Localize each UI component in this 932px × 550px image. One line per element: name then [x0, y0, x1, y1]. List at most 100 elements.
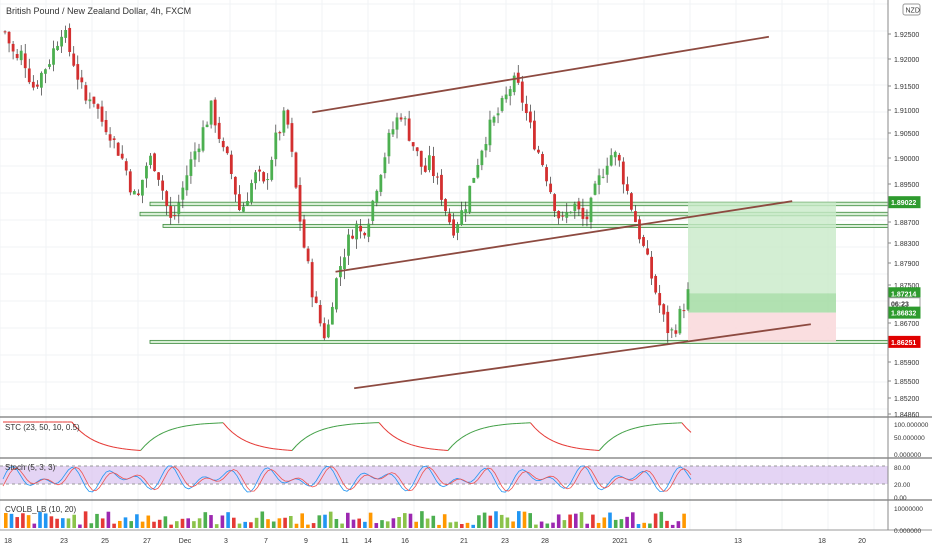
candle [242, 206, 245, 212]
volume-bar [78, 524, 82, 528]
volume-bar [49, 516, 54, 528]
time-tick-label: 14 [364, 538, 372, 545]
volume-bar [551, 522, 555, 528]
volume-bar [619, 519, 624, 528]
trend-channel[interactable] [312, 35, 811, 390]
candle [39, 72, 43, 88]
candle [116, 142, 120, 156]
candle [80, 77, 84, 83]
volume-bar [351, 519, 356, 528]
candle [666, 311, 670, 334]
candle [310, 262, 314, 298]
candle [64, 29, 68, 38]
stc-line [383, 427, 389, 433]
candle [423, 165, 427, 172]
volume-bar [55, 518, 59, 528]
stc-line [273, 448, 279, 450]
volume-bar [283, 517, 287, 528]
stc-line [310, 432, 316, 436]
candle [355, 223, 359, 240]
candle [597, 175, 601, 185]
candle [650, 256, 654, 279]
stc-line [296, 440, 302, 446]
stc-line [557, 442, 563, 446]
candle [306, 248, 310, 262]
stc-line [493, 424, 499, 427]
candle [250, 183, 253, 203]
candle [399, 117, 403, 120]
candle [3, 31, 7, 33]
volume-bar [425, 518, 430, 528]
volume-bar [346, 512, 350, 528]
candle [322, 323, 326, 339]
price-tick-label: 1.88700 [894, 220, 919, 227]
time-tick-label: 28 [541, 538, 549, 545]
candle [60, 36, 63, 47]
candle [19, 50, 23, 61]
candle [213, 99, 217, 126]
candle [282, 110, 286, 133]
time-tick-label: 16 [401, 538, 409, 545]
level-low-badge [888, 335, 921, 348]
candle [11, 43, 15, 52]
pane-tick-label: 0.000000 [894, 452, 921, 459]
price-axis[interactable]: 1.92500 1.92000 1.91500 1.91000 1.90500 1.900… [887, 0, 929, 535]
volume-bar [374, 523, 379, 528]
candle [625, 184, 629, 191]
stoch-label: Stoch (5, 3, 3) [5, 463, 56, 472]
volume-bar [100, 518, 105, 528]
candle [573, 203, 577, 211]
candle [84, 85, 88, 101]
long-position-tool[interactable] [688, 202, 836, 342]
time-tick-label: 18 [818, 538, 826, 545]
stc-line [686, 427, 692, 433]
volume-bar [83, 511, 88, 528]
price-tick-label: 1.90000 [894, 156, 919, 163]
stc-line [163, 430, 169, 434]
volume-bar [266, 519, 270, 528]
price-tick-label: 1.89500 [894, 182, 919, 189]
price-tick-label: 1.92000 [894, 57, 919, 64]
candle [646, 248, 649, 255]
candle [444, 199, 447, 212]
volume-bar [596, 522, 601, 528]
candle [533, 120, 536, 150]
stc-line [117, 447, 123, 450]
volume-bar [482, 512, 487, 528]
time-tick-label: 6 [648, 538, 652, 545]
chart-title: British Pound / New Zealand Dollar, 4h, … [6, 6, 191, 16]
stc-line [314, 430, 320, 434]
volume-bar [602, 517, 607, 528]
volume-bar [517, 511, 521, 528]
candle [395, 117, 399, 130]
stc-line [475, 428, 481, 432]
volume-bar [591, 514, 595, 528]
candle [217, 122, 221, 140]
candle [403, 118, 407, 120]
pane-tick-label: 100.000000 [894, 422, 929, 429]
stc-line [342, 424, 348, 426]
currency-badge-label: NZD [906, 8, 920, 15]
price-tick-label: 1.86700 [894, 321, 919, 328]
candle [520, 81, 524, 103]
channel-middle-line [335, 200, 793, 273]
volume-bar [152, 521, 156, 528]
volume-bar [192, 521, 196, 528]
candle [508, 89, 512, 97]
stc-line [576, 447, 581, 450]
volume-bar [249, 522, 253, 528]
stc-line [429, 448, 435, 450]
volume-bar [420, 511, 424, 528]
volume-bar [676, 521, 681, 528]
candle [589, 197, 593, 223]
currency-badge[interactable] [902, 3, 921, 16]
candle [27, 68, 31, 83]
time-axis[interactable]: 18 23 25 27 Dec 3 7 9 11 14 16 21 23 28 2021 6 13 18 20 [4, 538, 866, 545]
stc-line [190, 424, 196, 426]
candle [613, 151, 617, 158]
candle [177, 202, 181, 215]
candle [480, 150, 484, 166]
stc-line [534, 427, 540, 433]
candle [496, 113, 500, 116]
